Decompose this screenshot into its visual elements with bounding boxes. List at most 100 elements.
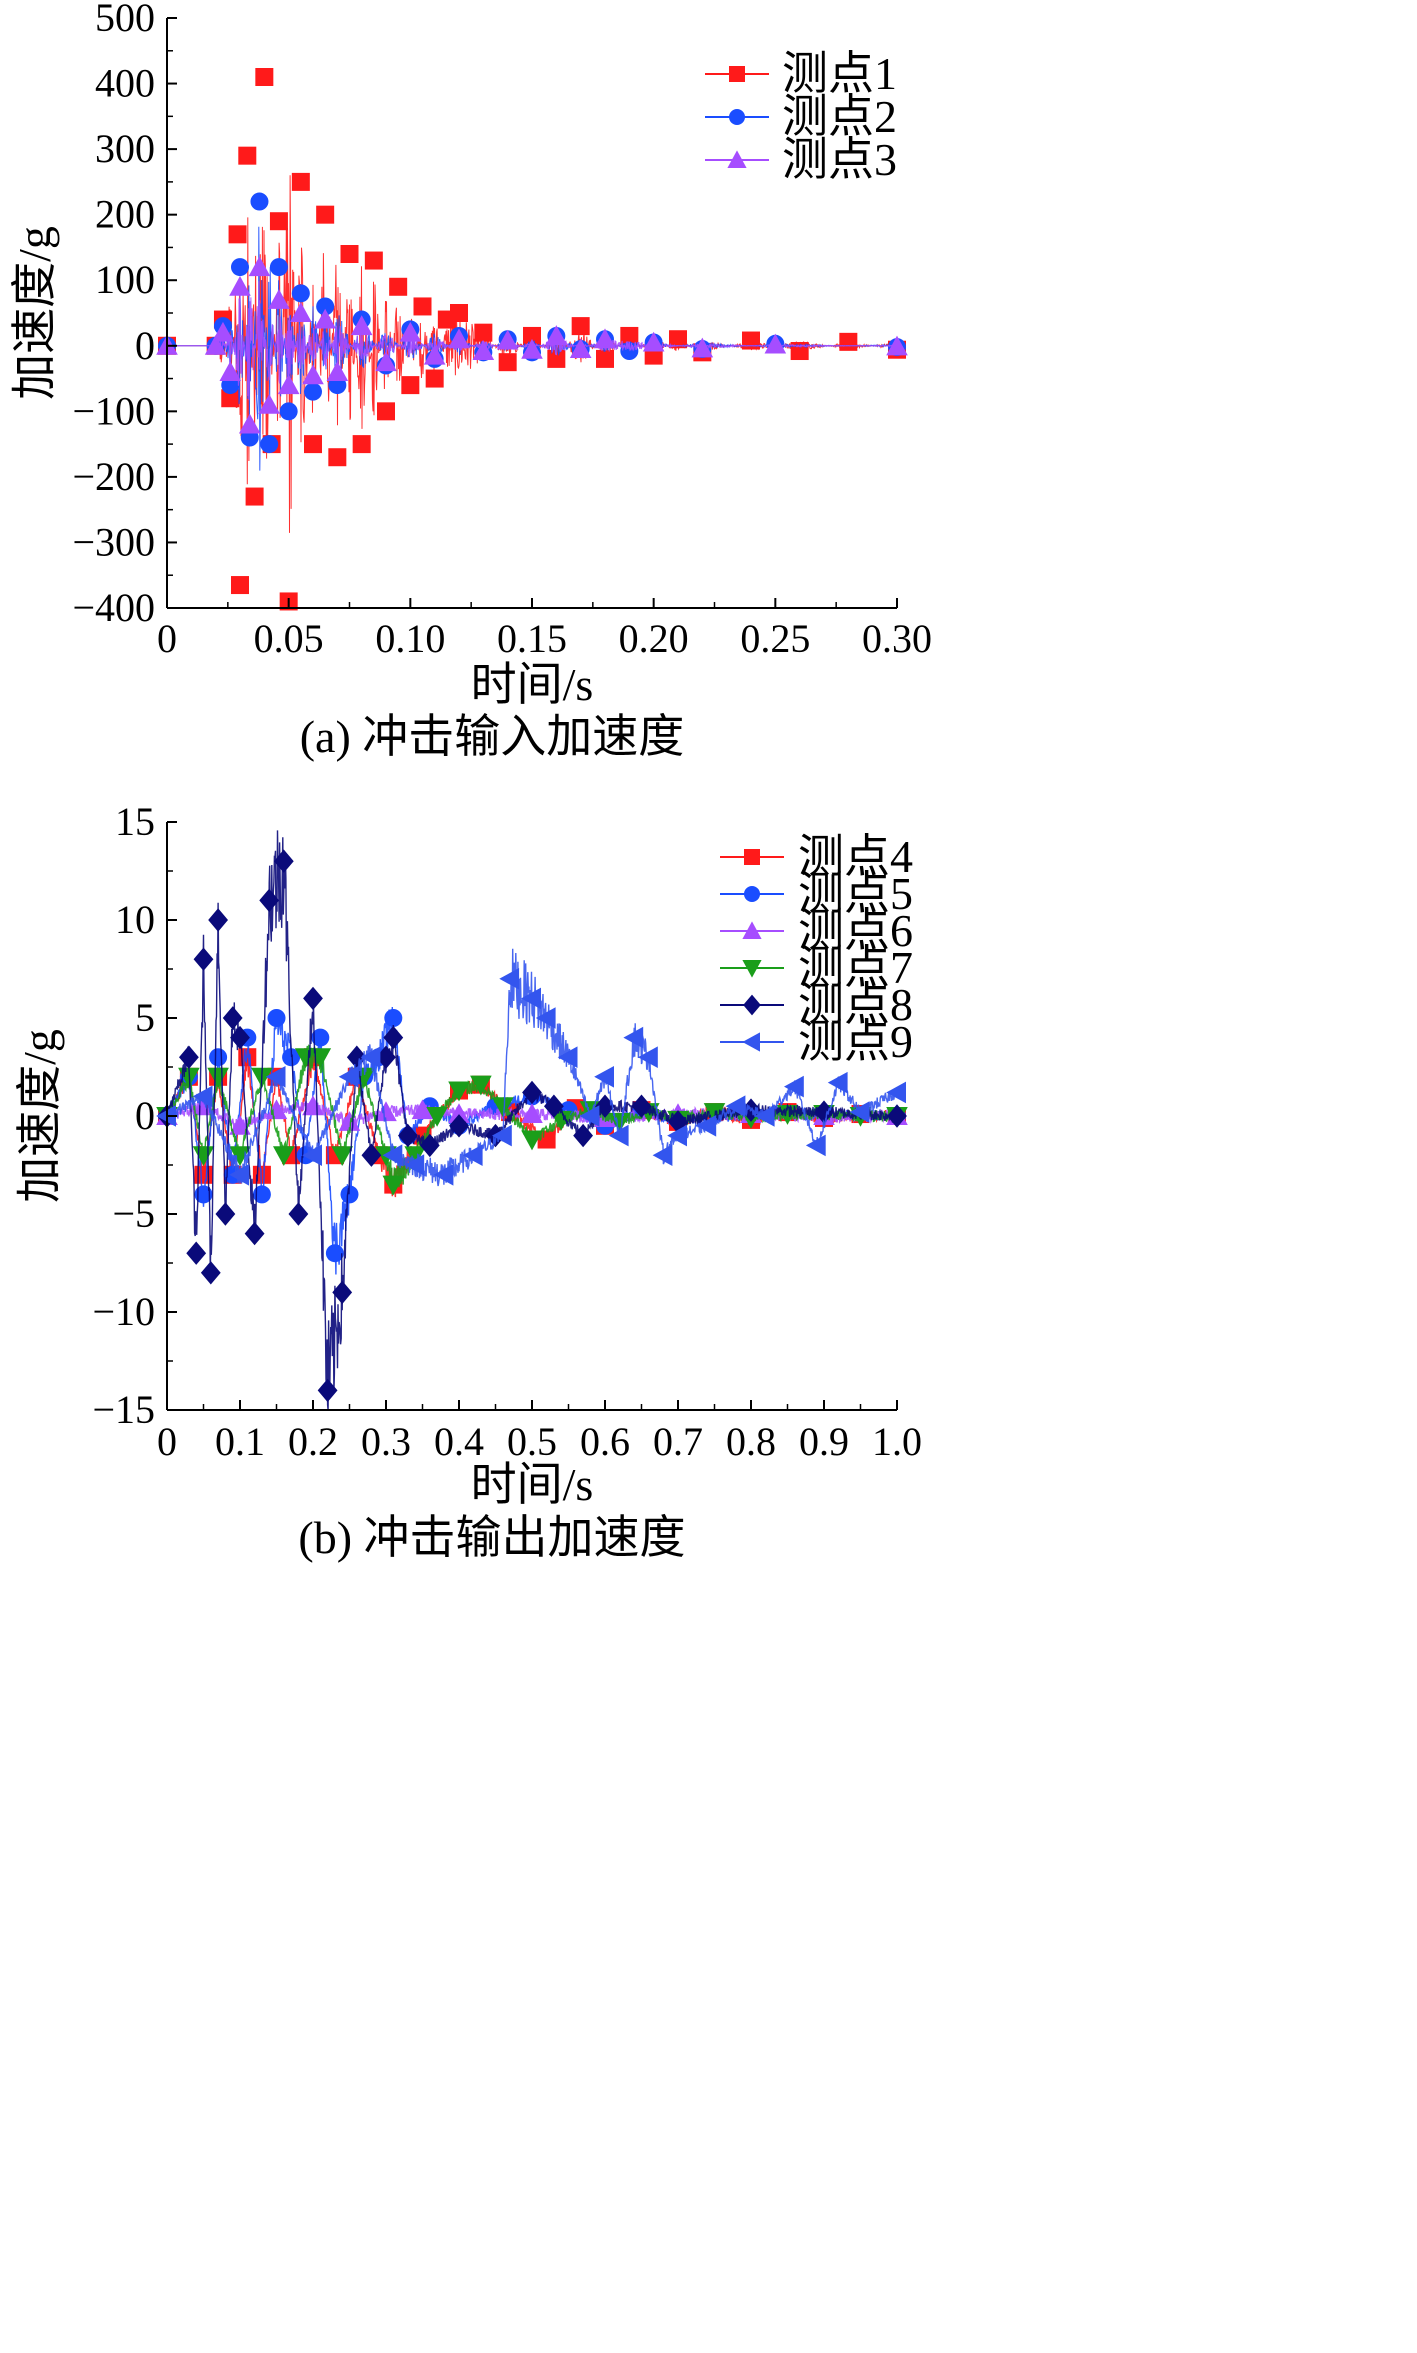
legend-label: 测点2 <box>782 91 897 142</box>
data-point <box>332 1280 353 1305</box>
data-point <box>423 344 446 365</box>
data-point <box>638 1046 658 1068</box>
y-tick-label: −10 <box>92 1289 155 1334</box>
data-point <box>522 1080 542 1105</box>
x-tick-label: 0.6 <box>580 1419 630 1464</box>
data-point <box>579 1105 600 1127</box>
data-point <box>596 349 614 368</box>
data-point <box>691 337 714 358</box>
data-point <box>219 361 242 381</box>
data-point <box>382 1144 403 1166</box>
figure-caption: (a) 冲击输入加速度 <box>300 711 685 762</box>
data-point <box>192 1146 215 1166</box>
data-point <box>631 1094 652 1118</box>
y-tick-label: −300 <box>72 519 155 564</box>
legend-label: 测点3 <box>782 134 897 185</box>
data-point <box>212 321 234 342</box>
data-point <box>462 1144 483 1166</box>
data-point <box>340 245 359 263</box>
data-point <box>827 1071 848 1094</box>
legend-label: 测点4 <box>798 831 913 882</box>
x-tick-label: 0.9 <box>799 1419 849 1464</box>
y-tick-label: 200 <box>95 192 155 237</box>
legend-marker <box>729 109 745 125</box>
data-point <box>255 68 274 86</box>
data-point <box>413 297 432 316</box>
data-point <box>228 225 247 244</box>
x-tick-label: 1.0 <box>872 1419 922 1464</box>
y-tick-label: −15 <box>92 1387 155 1432</box>
data-point <box>279 402 298 421</box>
data-point <box>314 308 336 329</box>
x-tick-label: 0.7 <box>653 1419 703 1464</box>
legend-marker <box>742 960 762 978</box>
x-tick-label: 0.10 <box>375 616 445 661</box>
data-point <box>404 1154 425 1176</box>
y-tick-label: 0 <box>135 323 155 368</box>
data-point <box>399 321 422 342</box>
data-point <box>231 258 249 277</box>
data-point <box>384 1009 403 1027</box>
x-tick-label: 0.4 <box>434 1419 484 1464</box>
data-point <box>375 351 397 372</box>
plot-area <box>156 68 908 611</box>
data-point <box>317 1378 338 1403</box>
data-point <box>229 1146 251 1166</box>
data-point <box>419 1133 440 1158</box>
data-point <box>290 302 312 322</box>
data-point <box>265 1066 286 1088</box>
legend-marker <box>744 849 760 865</box>
legend-item: 测点4 <box>720 831 913 882</box>
data-point <box>252 1185 271 1204</box>
data-point <box>886 1081 906 1104</box>
data-point <box>557 1046 578 1068</box>
data-point <box>375 1101 397 1122</box>
data-point <box>193 947 214 971</box>
data-point <box>328 448 347 467</box>
y-tick-label: −100 <box>72 388 155 433</box>
x-axis-label: 时间/s <box>471 1459 594 1510</box>
data-point <box>696 1115 717 1137</box>
data-point <box>230 1025 250 1050</box>
data-point <box>222 1006 243 1030</box>
data-point <box>669 330 687 349</box>
data-point <box>492 1124 512 1147</box>
data-point <box>273 1146 295 1166</box>
data-point <box>470 1075 492 1096</box>
data-point <box>401 376 420 395</box>
data-point <box>238 413 261 434</box>
figure-caption: (b) 冲击输出加速度 <box>298 1512 685 1563</box>
data-point <box>382 1175 405 1196</box>
data-point <box>449 1114 469 1138</box>
data-point <box>620 326 639 345</box>
x-tick-label: 0.3 <box>361 1419 411 1464</box>
data-point <box>304 382 322 401</box>
data-point <box>594 328 616 349</box>
data-point <box>383 1025 404 1050</box>
data-point <box>652 1144 673 1166</box>
data-point <box>204 334 227 355</box>
y-tick-label: 100 <box>95 257 155 302</box>
legend-label: 测点8 <box>798 979 913 1030</box>
y-tick-label: −5 <box>112 1191 155 1236</box>
data-point <box>267 1009 286 1027</box>
y-tick-label: 300 <box>95 126 155 171</box>
data-point <box>886 335 908 356</box>
data-point <box>221 389 240 408</box>
legend-label: 测点9 <box>798 1016 913 1067</box>
data-point <box>523 326 541 345</box>
data-point <box>377 402 395 421</box>
data-point <box>425 369 444 388</box>
data-point <box>338 1111 361 1131</box>
data-point <box>302 1144 322 1166</box>
data-point <box>389 277 408 296</box>
data-point <box>667 1124 687 1147</box>
data-point <box>291 284 310 303</box>
data-point <box>215 1202 236 1226</box>
x-tick-label: 0 <box>157 616 177 661</box>
data-point <box>544 1094 564 1118</box>
legend-marker <box>744 886 760 902</box>
data-point <box>269 258 288 277</box>
data-point <box>303 986 323 1011</box>
